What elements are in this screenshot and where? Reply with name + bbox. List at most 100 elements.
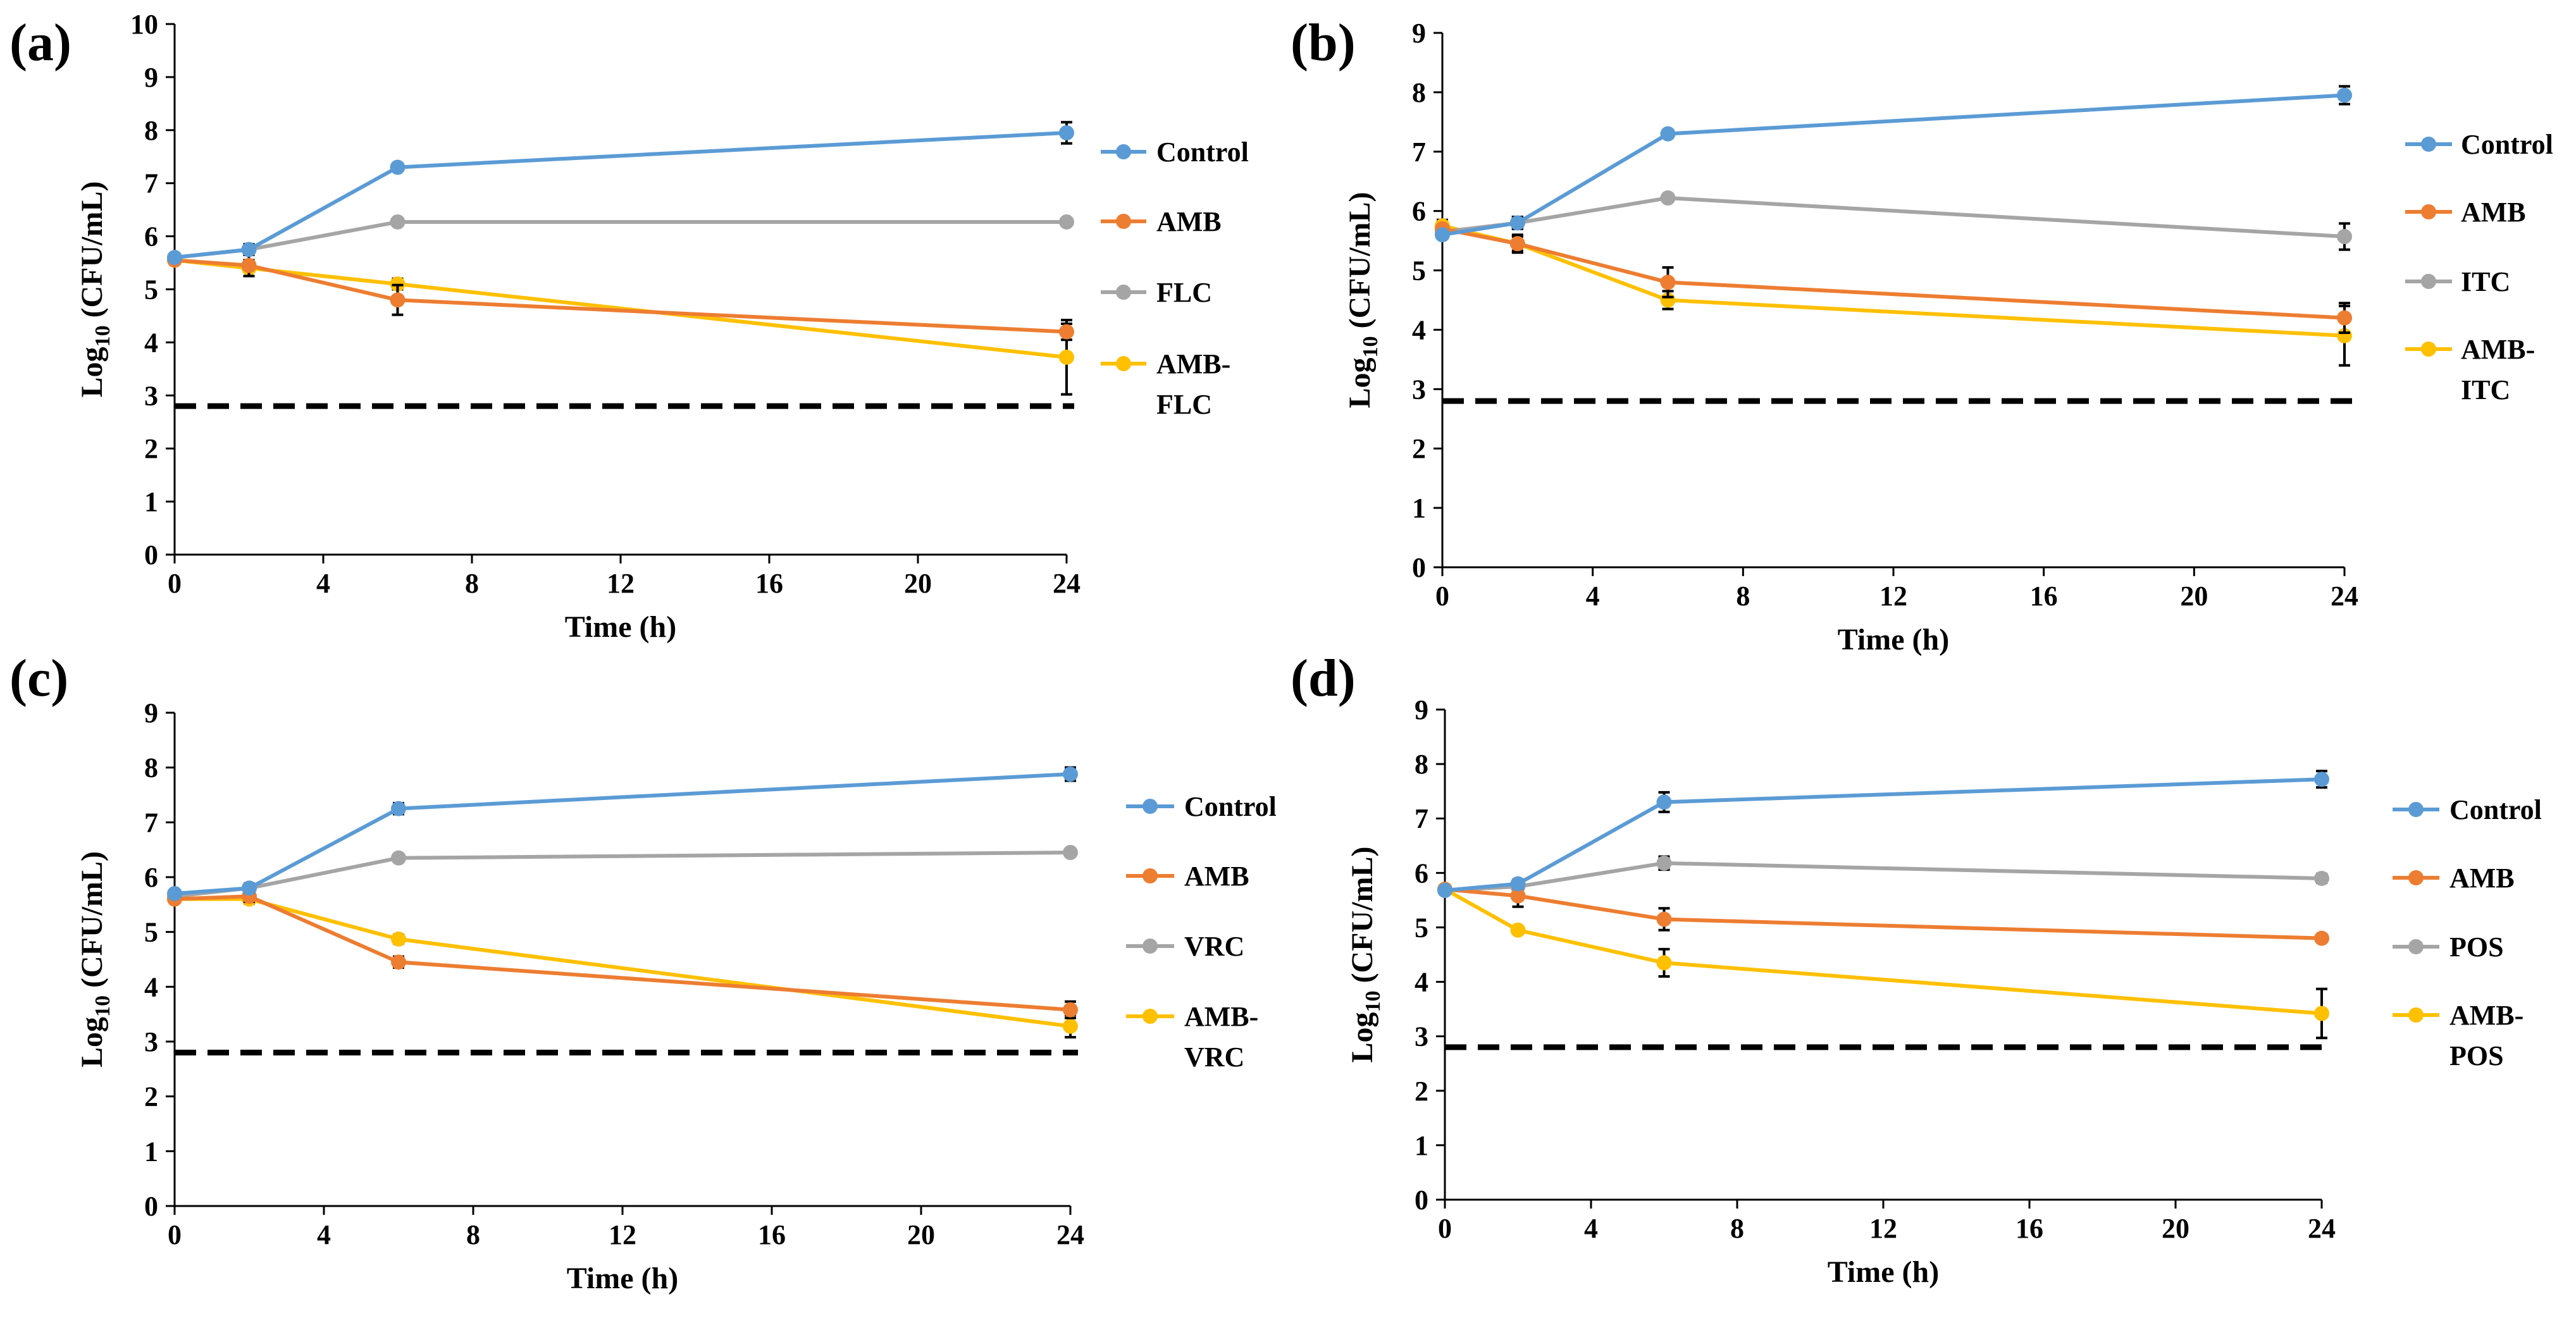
- y-tick-label: 3: [1412, 374, 1426, 405]
- legend-item-control: Control: [1126, 791, 1277, 822]
- y-tick-label: 1: [144, 486, 158, 517]
- data-point: [167, 250, 182, 266]
- y-axis-title: Log10 (CFU/mL): [1346, 847, 1385, 1063]
- legend-marker: [2421, 204, 2436, 219]
- series-line: [1444, 887, 2322, 940]
- y-tick-label: 5: [144, 917, 158, 948]
- series-line: [175, 897, 1071, 1028]
- series-amb: [167, 252, 1074, 342]
- data-point: [1660, 190, 1676, 206]
- series-line: [174, 894, 1071, 1012]
- legend-item-amb: AMB: [1126, 861, 1249, 892]
- legend-label: ITC: [2461, 266, 2510, 297]
- series-itc: [1435, 190, 2352, 251]
- y-axis-title-prefix: Log: [75, 347, 109, 397]
- y-tick-label: 8: [1415, 749, 1428, 780]
- x-tick-label: 8: [466, 1219, 480, 1250]
- legend-marker: [2408, 870, 2424, 885]
- legend-marker: [1116, 356, 1131, 371]
- legend-item-amb-itc: AMB- ITC: [2405, 334, 2535, 405]
- y-tick-label: 6: [1412, 196, 1426, 227]
- y-tick-label: 0: [144, 1191, 158, 1222]
- data-point: [241, 242, 257, 257]
- data-point: [390, 292, 406, 308]
- legend-marker: [1142, 799, 1158, 814]
- series-line: [174, 851, 1071, 899]
- x-tick-label: 16: [2016, 1213, 2043, 1244]
- y-axis-title-subscript: 10: [1361, 990, 1385, 1012]
- data-point: [2314, 930, 2329, 946]
- legend-marker: [2421, 274, 2436, 289]
- legend-label: AMB-: [1156, 348, 1230, 379]
- legend-marker: [1116, 285, 1131, 300]
- legend-marker: [1142, 1009, 1158, 1024]
- data-point: [1059, 349, 1074, 365]
- series-vrc: [167, 845, 1078, 904]
- x-tick-label: 16: [755, 568, 783, 599]
- data-point: [2337, 229, 2352, 245]
- legend-label: ITC: [2461, 374, 2510, 405]
- series-control: [167, 766, 1078, 901]
- data-point: [1063, 1002, 1078, 1018]
- legend-marker: [2408, 802, 2424, 817]
- x-tick-label: 20: [2180, 581, 2208, 612]
- y-tick-label: 1: [144, 1136, 158, 1167]
- y-axis-title-suffix: (CFU/mL): [75, 851, 109, 995]
- y-tick-label: 7: [1415, 803, 1428, 834]
- y-axis-title-suffix: (CFU/mL): [75, 182, 109, 326]
- y-tick-label: 5: [1412, 255, 1426, 286]
- panel-label: (a): [9, 13, 71, 72]
- legend-item-flc: FLC: [1101, 277, 1212, 308]
- x-tick-label: 20: [2162, 1213, 2189, 1244]
- y-tick-label: 7: [1412, 137, 1426, 168]
- y-axis-title-prefix: Log: [1346, 1012, 1379, 1062]
- series-pos: [1437, 855, 2329, 898]
- x-tick-label: 12: [1879, 581, 1907, 612]
- y-axis-title-prefix: Log: [75, 1017, 109, 1068]
- legend-label: AMB-: [2461, 334, 2535, 365]
- data-point: [1656, 794, 1672, 810]
- x-tick-label: 4: [1584, 1213, 1598, 1244]
- panel-label: (b): [1291, 13, 1356, 72]
- data-point: [1656, 911, 1672, 927]
- series-line: [1442, 195, 2345, 239]
- x-tick-label: 8: [1736, 581, 1750, 612]
- legend-label: Control: [1156, 137, 1249, 168]
- data-point: [1509, 215, 1525, 231]
- legend-item-control: Control: [2405, 129, 2553, 160]
- y-axis-title-prefix: Log: [1343, 357, 1377, 408]
- legend-label: POS: [2449, 932, 2504, 963]
- y-tick-label: 9: [1415, 694, 1428, 725]
- y-axis-title: Log10 (CFU/mL): [75, 851, 115, 1068]
- x-tick-label: 8: [465, 568, 479, 599]
- y-tick-label: 6: [144, 862, 158, 893]
- x-tick-label: 24: [1053, 568, 1081, 599]
- data-point: [1510, 922, 1526, 938]
- y-tick-label: 0: [1415, 1185, 1428, 1215]
- data-point: [391, 931, 406, 947]
- legend-item-vrc: VRC: [1126, 931, 1244, 962]
- series-amb: [167, 889, 1078, 1019]
- y-tick-label: 2: [1412, 433, 1426, 464]
- panel-label: (d): [1291, 649, 1356, 708]
- series-amb: [1437, 882, 2329, 946]
- data-point: [1656, 855, 1672, 871]
- y-tick-label: 2: [144, 1081, 158, 1112]
- y-axis-title: Log10 (CFU/mL): [75, 182, 115, 398]
- y-tick-label: 0: [144, 539, 158, 570]
- y-tick-label: 4: [1415, 967, 1428, 998]
- legend-label: AMB-: [1184, 1001, 1258, 1032]
- data-point: [167, 886, 182, 901]
- series-line: [174, 772, 1071, 895]
- x-tick-label: 12: [607, 568, 635, 599]
- series-control: [1435, 85, 2352, 243]
- x-tick-label: 20: [907, 1219, 935, 1250]
- series-amb-vrc: [167, 891, 1078, 1039]
- legend-marker: [1116, 214, 1131, 229]
- legend-label: FLC: [1156, 389, 1212, 420]
- data-point: [1063, 845, 1078, 860]
- series-control: [167, 121, 1074, 266]
